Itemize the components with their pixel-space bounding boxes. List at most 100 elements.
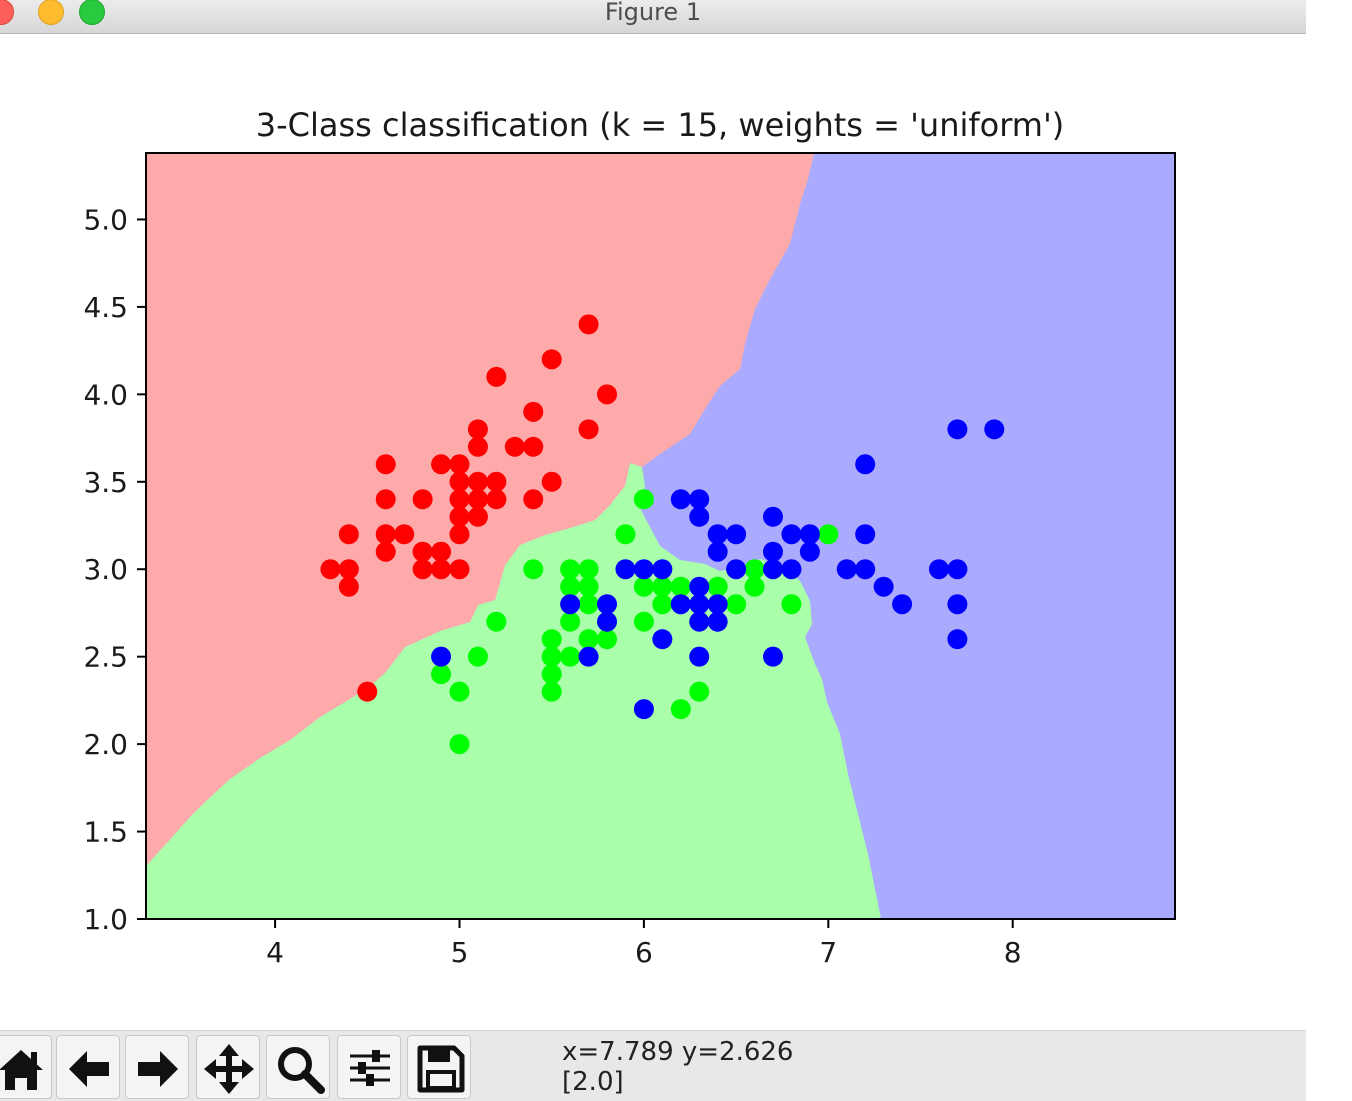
- data-point: [633, 576, 654, 597]
- data-point: [633, 489, 654, 510]
- home-icon: [0, 1050, 43, 1090]
- data-point: [467, 489, 488, 510]
- data-point: [633, 699, 654, 720]
- maximize-window-button[interactable]: [79, 0, 105, 25]
- data-point: [338, 524, 359, 545]
- data-point: [449, 454, 470, 475]
- data-point: [670, 576, 691, 597]
- data-point: [523, 436, 544, 457]
- data-point: [449, 489, 470, 510]
- y-tick-label: 4.5: [83, 291, 128, 324]
- cursor-data-value: [2.0]: [562, 1067, 624, 1097]
- data-point: [578, 646, 599, 667]
- data-point: [615, 559, 636, 580]
- data-point: [412, 489, 433, 510]
- data-point: [578, 629, 599, 650]
- data-point: [412, 559, 433, 580]
- save-button[interactable]: [407, 1035, 471, 1099]
- data-point: [652, 559, 673, 580]
- data-point: [799, 541, 820, 562]
- data-point: [855, 454, 876, 475]
- configure-subplots-button[interactable]: [337, 1035, 401, 1099]
- y-tick-label: 2.5: [83, 641, 128, 674]
- y-tick-label: 3.5: [83, 466, 128, 499]
- data-point: [449, 734, 470, 755]
- data-point: [762, 646, 783, 667]
- left-arrow-icon: [69, 1051, 109, 1087]
- home-button[interactable]: [0, 1035, 52, 1099]
- data-point: [689, 681, 710, 702]
- plot-figure[interactable]: 3-Class classification (k = 15, weights …: [0, 34, 1306, 1028]
- data-point: [670, 594, 691, 615]
- data-point: [486, 489, 507, 510]
- data-point: [541, 664, 562, 685]
- decision-regions: [146, 153, 1175, 919]
- data-point: [320, 559, 341, 580]
- data-point: [597, 611, 618, 632]
- data-point: [689, 646, 710, 667]
- y-axis: 1.0 1.5 2.0 2.5 3.0 3.5 4.0 4.5 5.0: [83, 203, 146, 936]
- data-point: [431, 559, 452, 580]
- sliders-icon: [350, 1050, 390, 1086]
- data-point: [394, 524, 415, 545]
- x-tick-label: 8: [1004, 936, 1022, 969]
- y-tick-label: 2.0: [83, 728, 128, 761]
- data-point: [338, 576, 359, 597]
- data-point: [652, 629, 673, 650]
- x-tick-label: 6: [635, 936, 653, 969]
- data-point: [615, 524, 636, 545]
- right-arrow-icon: [138, 1051, 178, 1087]
- data-point: [541, 646, 562, 667]
- data-point: [597, 629, 618, 650]
- data-point: [707, 576, 728, 597]
- data-point: [375, 489, 396, 510]
- data-point: [799, 524, 820, 545]
- data-point: [670, 699, 691, 720]
- data-point: [560, 576, 581, 597]
- data-point: [467, 646, 488, 667]
- minimize-window-button[interactable]: [38, 0, 64, 25]
- data-point: [597, 594, 618, 615]
- data-point: [726, 559, 747, 580]
- data-point: [504, 436, 525, 457]
- data-point: [357, 681, 378, 702]
- data-point: [762, 541, 783, 562]
- data-point: [781, 524, 802, 545]
- data-point: [560, 611, 581, 632]
- data-point: [523, 401, 544, 422]
- data-point: [412, 541, 433, 562]
- data-point: [449, 506, 470, 527]
- data-point: [633, 611, 654, 632]
- window-titlebar: Figure 1: [0, 0, 1306, 34]
- data-point: [855, 559, 876, 580]
- data-point: [578, 314, 599, 335]
- data-point: [375, 541, 396, 562]
- data-point: [560, 594, 581, 615]
- move-icon: [204, 1044, 254, 1094]
- data-point: [689, 611, 710, 632]
- data-point: [486, 471, 507, 492]
- data-point: [947, 629, 968, 650]
- data-point: [781, 594, 802, 615]
- data-point: [781, 559, 802, 580]
- forward-button[interactable]: [125, 1035, 189, 1099]
- data-point: [818, 524, 839, 545]
- y-tick-label: 3.0: [83, 553, 128, 586]
- data-point: [375, 524, 396, 545]
- data-point: [523, 489, 544, 510]
- data-point: [652, 594, 673, 615]
- zoom-button[interactable]: [266, 1035, 330, 1099]
- data-point: [762, 506, 783, 527]
- data-point: [744, 576, 765, 597]
- data-point: [449, 471, 470, 492]
- data-point: [449, 524, 470, 545]
- back-button[interactable]: [56, 1035, 120, 1099]
- data-point: [467, 419, 488, 440]
- pan-button[interactable]: [196, 1035, 260, 1099]
- data-point: [670, 489, 691, 510]
- data-point: [947, 594, 968, 615]
- data-point: [541, 681, 562, 702]
- data-point: [707, 611, 728, 632]
- magnifier-icon: [278, 1047, 325, 1094]
- data-point: [467, 436, 488, 457]
